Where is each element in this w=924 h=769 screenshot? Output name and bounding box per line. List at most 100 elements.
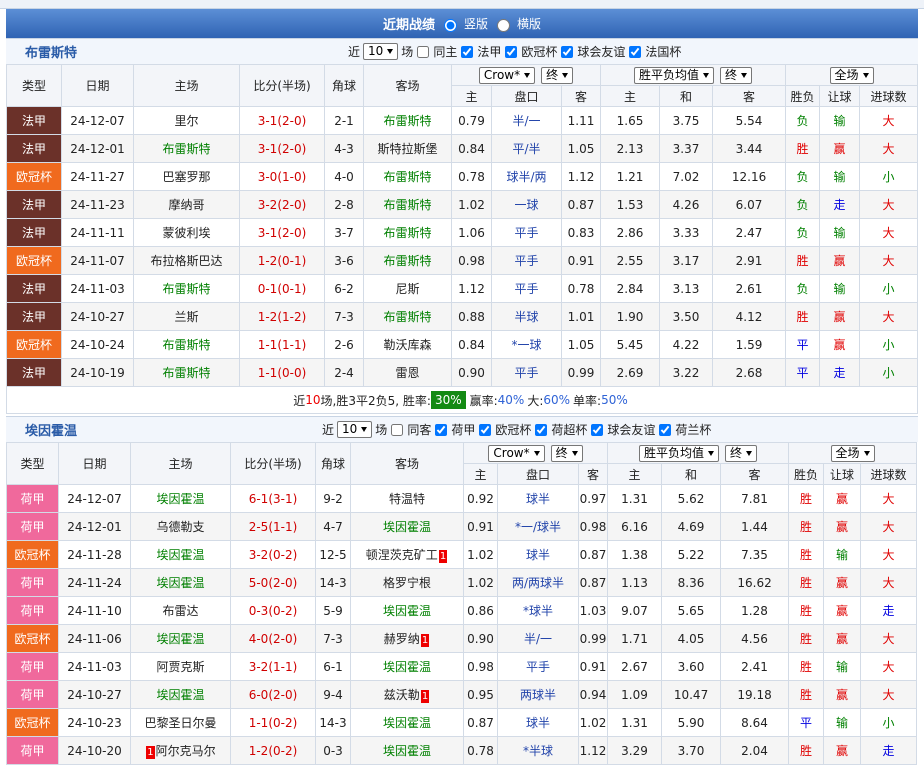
team: 勒沃库森 <box>383 338 432 352</box>
match-date: 24-10-20 <box>58 736 131 765</box>
away-team: 布雷斯特 <box>363 106 452 135</box>
header-select[interactable]: 终 <box>725 444 758 462</box>
outcome: 走 <box>819 190 861 219</box>
checkbox[interactable] <box>629 45 642 58</box>
header-select[interactable]: Crow* <box>478 66 536 84</box>
checkbox[interactable] <box>417 45 430 58</box>
header-select[interactable]: 终 <box>720 66 753 84</box>
match-type: 欧冠杯 <box>6 708 59 737</box>
layout-radio[interactable] <box>443 18 457 32</box>
team: 布雷斯特 <box>383 114 432 128</box>
handicap-away: 0.87 <box>577 540 609 569</box>
handicap-away: 1.12 <box>560 162 602 191</box>
score: 1-2(0-1) <box>239 246 325 275</box>
odds: 4.22 <box>659 330 714 359</box>
score: 3-1(2-0) <box>239 218 325 247</box>
handicap-home: 0.88 <box>451 302 492 331</box>
corners: 2-4 <box>324 358 364 387</box>
handicap-home: 0.95 <box>463 680 498 709</box>
odds: 2.55 <box>600 246 661 275</box>
match-row: 欧冠杯 24-11-07 布拉格斯巴达 1-2(0-1) 3-6 布雷斯特 0.98 平手 0.… <box>6 246 919 275</box>
team: 埃因霍温 <box>156 688 205 702</box>
team: 斯特拉斯堡 <box>377 142 438 156</box>
header-select[interactable]: 全场 <box>830 444 875 462</box>
checkbox[interactable] <box>535 423 548 436</box>
outcome: 负 <box>785 106 821 135</box>
header-select[interactable]: 全场 <box>829 66 874 84</box>
checkbox[interactable] <box>391 423 404 436</box>
odds: 5.62 <box>661 484 722 513</box>
match-type: 欧冠杯 <box>6 624 59 653</box>
match-type: 荷甲 <box>6 736 59 765</box>
table-body: 法甲 24-12-07 里尔 3-1(2-0) 2-1 布雷斯特 0.79 半/一 1.11 1.… <box>6 106 919 387</box>
filter: 近 10 场 同主 法甲 欧冠杯 球会友谊 法国杯 <box>348 43 681 60</box>
outcome: 胜 <box>788 680 825 709</box>
header-select[interactable]: 终 <box>550 444 583 462</box>
odds: 2.91 <box>712 246 787 275</box>
handicap-away: 1.05 <box>560 330 602 359</box>
match-date: 24-12-07 <box>58 484 131 513</box>
header-select[interactable]: 胜平负均值 <box>639 444 720 462</box>
handicap-home: 0.90 <box>451 358 492 387</box>
team: 顿涅茨克矿工 <box>365 548 438 562</box>
outcome: 负 <box>785 218 821 247</box>
handicap-home: 0.90 <box>463 624 498 653</box>
odds: 1.28 <box>720 596 790 625</box>
outcome: 赢 <box>819 330 861 359</box>
outcome: 输 <box>819 218 861 247</box>
away-team: 布雷斯特 <box>363 246 452 275</box>
rate-value: 40% <box>497 393 525 407</box>
outcome: 赢 <box>819 302 861 331</box>
odds: 5.54 <box>712 106 787 135</box>
rate-label: 大: <box>527 393 544 408</box>
odds: 19.18 <box>720 680 790 709</box>
team: 埃因霍温 <box>156 576 205 590</box>
score: 6-1(3-1) <box>230 484 316 513</box>
team: 布雷达 <box>162 604 199 618</box>
corners: 2-6 <box>324 330 364 359</box>
team: 埃因霍温 <box>382 520 431 534</box>
odds: 2.41 <box>720 652 790 681</box>
odds: 1.65 <box>600 106 661 135</box>
layout-radio[interactable] <box>497 18 510 32</box>
win-rate: 30% <box>430 391 466 409</box>
header-select[interactable]: 胜平负均值 <box>634 66 715 84</box>
outcome: 大 <box>859 134 919 163</box>
checkbox[interactable] <box>561 45 574 58</box>
title-bar: 近期战绩 竖版 横版 <box>6 9 918 38</box>
header-select[interactable]: Crow* <box>488 444 545 462</box>
team: 埃因霍温 <box>156 548 205 562</box>
odds: 1.53 <box>600 190 661 219</box>
home-team: 巴塞罗那 <box>133 162 240 191</box>
home-team: 乌德勒支 <box>130 512 231 541</box>
checkbox[interactable] <box>591 423 604 436</box>
sub-header: 盘口 <box>497 463 579 485</box>
away-team: 布雷斯特 <box>363 162 452 191</box>
sub-header: 盘口 <box>491 85 562 107</box>
count-select[interactable]: 10 <box>337 421 373 438</box>
corners: 12-5 <box>315 540 351 569</box>
sub-header: 胜负 <box>788 463 825 485</box>
match-row: 荷甲 24-12-07 埃因霍温 6-1(3-1) 9-2 特温特 0.92 球半 0.97 1.… <box>6 484 918 513</box>
outcome: 赢 <box>823 596 862 625</box>
outcome: 平 <box>788 708 825 737</box>
match-type: 欧冠杯 <box>6 246 62 275</box>
home-team: 摩纳哥 <box>133 190 240 219</box>
home-team: 布雷斯特 <box>133 358 240 387</box>
match-row: 荷甲 24-11-03 阿贾克斯 3-2(1-1) 6-1 埃因霍温 0.98 平手 0.91 2… <box>6 652 918 681</box>
checkbox[interactable] <box>461 45 474 58</box>
handicap-home: 1.12 <box>451 274 492 303</box>
away-team: 兹沃勒 1 <box>350 680 464 709</box>
count-select[interactable]: 10 <box>363 43 399 60</box>
team: 布雷斯特 <box>383 198 432 212</box>
checkbox[interactable] <box>479 423 492 436</box>
handicap-away: 0.99 <box>560 358 602 387</box>
checkbox[interactable] <box>435 423 448 436</box>
score: 1-1(1-1) <box>239 330 325 359</box>
checkbox[interactable] <box>659 423 672 436</box>
header-select[interactable]: 终 <box>541 66 574 84</box>
checkbox[interactable] <box>505 45 518 58</box>
handicap-away: 0.99 <box>577 624 609 653</box>
away-team: 布雷斯特 <box>363 302 452 331</box>
home-team: 兰斯 <box>133 302 240 331</box>
